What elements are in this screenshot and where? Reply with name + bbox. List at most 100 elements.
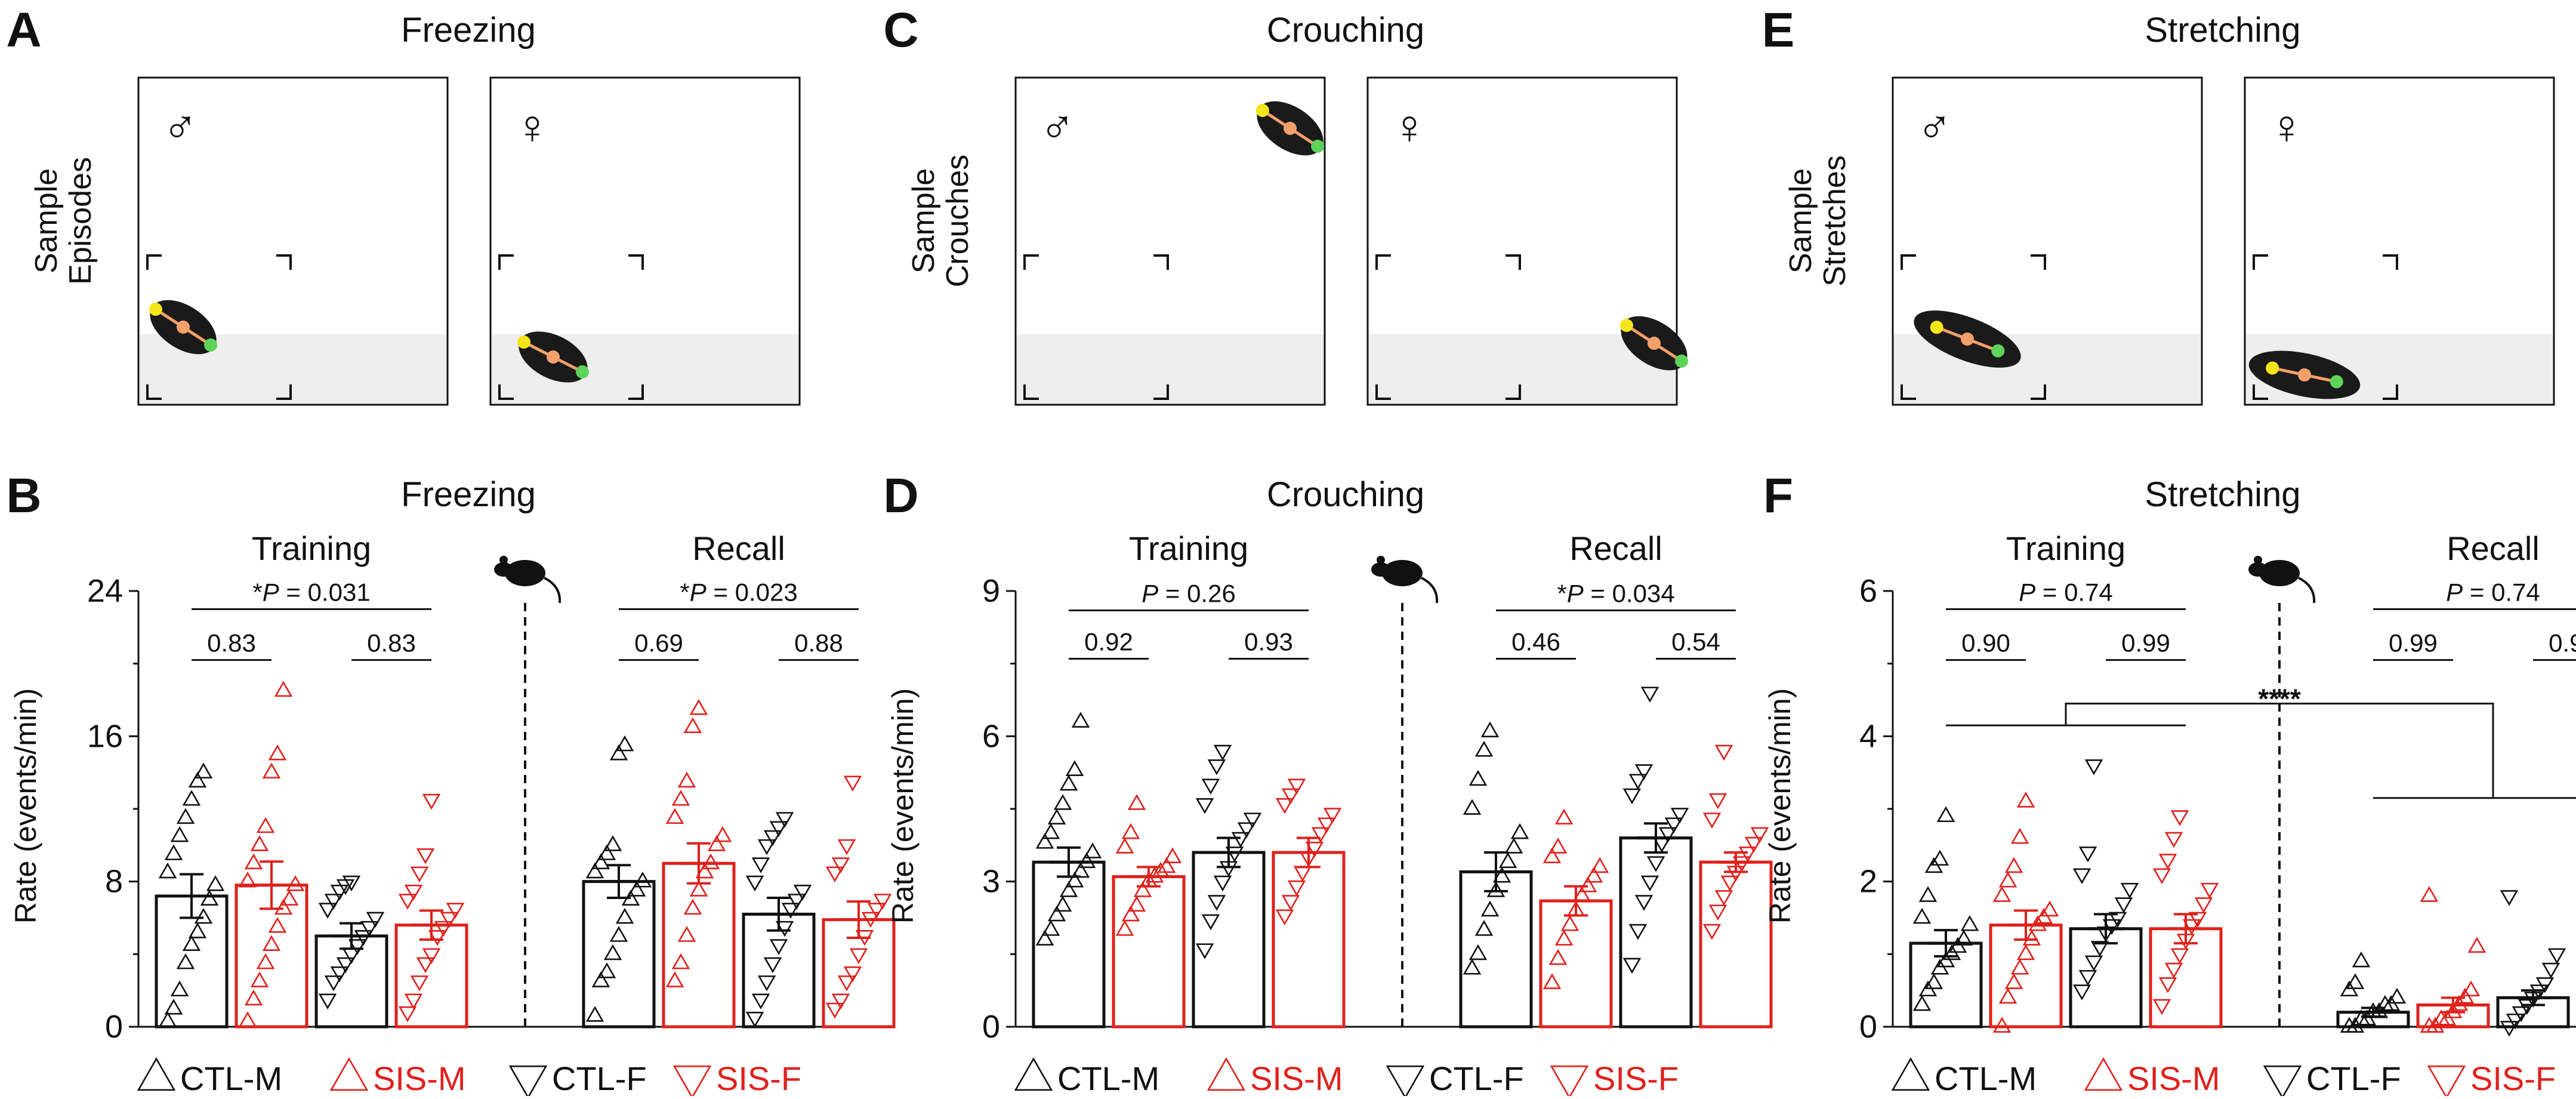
data-point — [701, 853, 720, 870]
data-point — [2158, 977, 2177, 993]
roi-bracket — [1901, 384, 1916, 400]
data-point — [2164, 962, 2183, 979]
data-point — [861, 912, 880, 928]
data-point — [1059, 774, 1078, 791]
data-point — [1640, 875, 1659, 892]
y-axis-label: Rate (events/min) — [9, 688, 42, 924]
bar-training-sis-f — [1272, 778, 1346, 1029]
legend-marker — [508, 1065, 548, 1099]
legend-label: SIS-F — [716, 1060, 801, 1096]
roi-bracket — [1153, 254, 1169, 270]
bar-recall-sis-f — [1699, 744, 1773, 1029]
data-point — [410, 975, 429, 992]
roi-bracket — [1153, 384, 1169, 400]
data-point — [837, 975, 856, 992]
data-point — [775, 812, 794, 828]
data-point — [1998, 987, 2017, 1004]
data-point — [158, 862, 177, 879]
data-point — [194, 907, 213, 924]
data-point — [416, 848, 435, 864]
data-point — [1237, 822, 1256, 839]
data-point — [348, 939, 367, 955]
data-point — [825, 866, 844, 883]
data-point — [1702, 812, 1722, 829]
data-point — [330, 884, 349, 901]
panel-title: Freezing — [401, 11, 536, 50]
bar — [1619, 836, 1693, 1029]
data-point — [1293, 866, 1312, 882]
data-point — [2040, 900, 2059, 917]
bar-recall-ctl-f — [742, 812, 816, 1029]
roi-bracket — [2031, 384, 2046, 400]
data-point — [1243, 812, 1262, 829]
data-point — [2541, 962, 2560, 979]
legend-marker — [1891, 1057, 1930, 1091]
pose-body-dot — [1961, 333, 1974, 346]
data-point — [1634, 895, 1653, 911]
pose-tail-dot — [2330, 375, 2343, 389]
mouse-silhouette-icon — [494, 556, 562, 604]
data-point — [1041, 920, 1060, 936]
panel-C-D: C Crouching Sample Crouches ♂ ♀ D Crouching 0 3 6 9… — [883, 3, 1773, 1099]
data-point — [671, 953, 690, 969]
phase-label: Training — [1129, 530, 1248, 567]
legend-marker — [2084, 1057, 2123, 1091]
male-symbol-icon: ♂ — [162, 100, 198, 153]
mouse-pose — [149, 300, 218, 355]
sample-label: Stretches — [1818, 155, 1852, 287]
data-point — [2535, 977, 2555, 993]
data-point — [2072, 868, 2091, 885]
data-point — [1195, 943, 1214, 959]
pose-nose-dot — [1619, 319, 1633, 333]
phase-label: Recall — [692, 530, 785, 567]
sample-label: Sample — [29, 168, 64, 273]
data-point — [1510, 823, 1529, 839]
data-point — [1960, 915, 1979, 931]
mouse-head — [2248, 562, 2268, 577]
legend-marker — [672, 1065, 712, 1099]
data-point — [2022, 929, 2041, 946]
data-point — [2102, 919, 2121, 935]
data-point — [2512, 1006, 2531, 1023]
data-point — [1115, 838, 1134, 854]
data-point — [2346, 973, 2365, 989]
legend-marker — [137, 1057, 176, 1091]
mouse-tail — [1421, 577, 1439, 604]
comparison-label: 0.99 — [2121, 629, 2170, 657]
data-point — [873, 894, 892, 910]
data-point — [1912, 995, 1932, 1011]
sample-label: Crouches — [940, 155, 975, 288]
pose-tail-dot — [1311, 139, 1325, 153]
data-point — [831, 857, 850, 873]
bar — [1272, 851, 1346, 1029]
data-point — [422, 948, 441, 964]
data-point — [683, 898, 702, 915]
mouse-ear — [1377, 556, 1385, 564]
data-point — [256, 817, 275, 833]
data-point — [2090, 941, 2109, 957]
data-point — [1954, 929, 1973, 946]
data-point — [158, 1011, 177, 1027]
mouse-pose — [2248, 350, 2361, 399]
panel-letter: C — [883, 3, 918, 57]
data-point — [793, 884, 812, 901]
bar-training-ctl-m — [155, 762, 229, 1029]
data-point — [745, 1011, 764, 1028]
legend-marker — [1550, 1065, 1589, 1099]
data-point — [1121, 823, 1140, 839]
panel-letter: E — [1762, 3, 1795, 57]
pose-nose-dot — [2266, 361, 2279, 375]
data-point — [342, 948, 361, 964]
panel-E-F: E Stretching Sample Stretches ♂ ♀ F Stretching 0… — [1762, 3, 2576, 1099]
data-point — [757, 839, 776, 855]
bar-recall-ctl-m — [2336, 951, 2410, 1033]
data-point — [1463, 799, 1482, 815]
y-axis-label: Rate (events/min) — [886, 688, 920, 924]
data-point — [1127, 794, 1146, 810]
data-point — [1554, 929, 1574, 946]
y-tick-label: 6 — [1859, 573, 1877, 609]
data-point — [1311, 827, 1330, 844]
panel-letter: A — [6, 3, 41, 57]
chart-title: Stretching — [2145, 475, 2300, 514]
data-point — [609, 926, 628, 942]
